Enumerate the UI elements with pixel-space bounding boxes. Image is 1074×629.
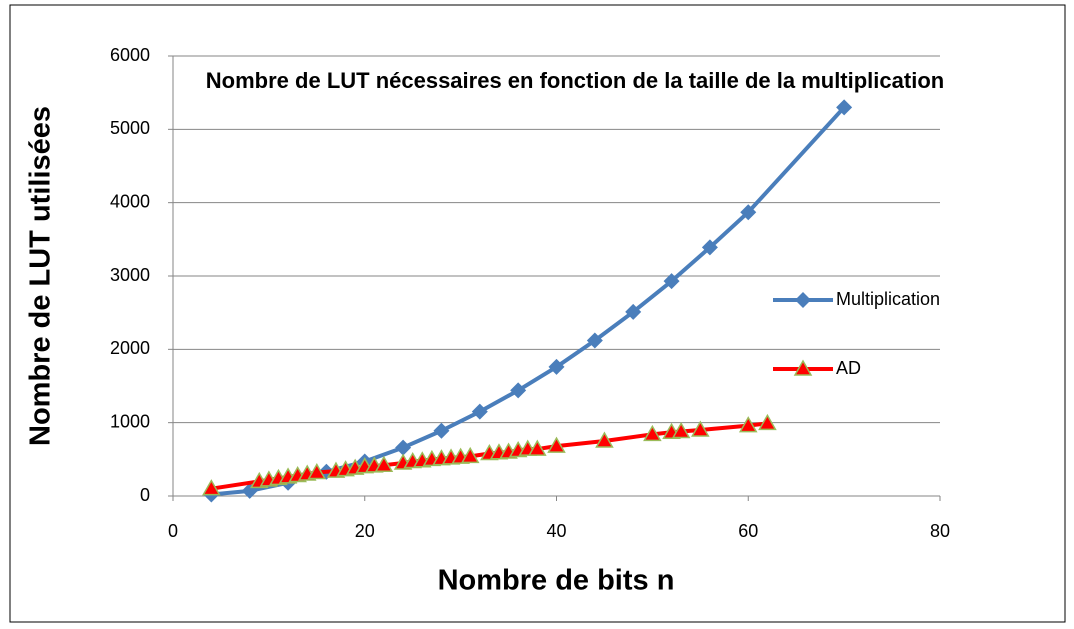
- data-point: [691, 420, 710, 437]
- data-point: [548, 358, 565, 375]
- data-point: [241, 482, 258, 499]
- y-tick-label: 1000: [110, 411, 150, 431]
- data-point: [586, 332, 603, 349]
- data-point: [395, 439, 412, 456]
- x-tick-label: 80: [930, 521, 950, 541]
- data-point: [758, 413, 777, 431]
- y-tick-label: 3000: [110, 265, 150, 285]
- data-point: [374, 455, 394, 472]
- data-point: [471, 403, 488, 420]
- legend-marker: [793, 359, 813, 376]
- x-tick-label: 0: [168, 521, 178, 541]
- data-point: [663, 273, 680, 290]
- y-tick-label: 4000: [110, 191, 150, 211]
- data-point: [740, 204, 757, 221]
- data-point: [625, 303, 642, 320]
- data-point: [643, 424, 662, 442]
- data-point: [460, 446, 480, 464]
- data-point: [510, 382, 527, 399]
- x-tick-label: 60: [738, 521, 758, 541]
- chart-frame: [9, 4, 1066, 623]
- data-point: [202, 479, 221, 496]
- y-tick-label: 5000: [110, 118, 150, 138]
- y-axis-label: Nombre de LUT utilisées: [25, 106, 57, 446]
- y-tick-label: 2000: [110, 338, 150, 358]
- x-tick-label: 40: [546, 521, 566, 541]
- data-point: [701, 239, 718, 256]
- data-point: [307, 463, 327, 480]
- legend-label: AD: [836, 358, 861, 378]
- y-tick-label: 6000: [110, 45, 150, 65]
- data-point: [528, 439, 547, 456]
- data-point: [836, 99, 853, 116]
- data-point: [433, 422, 450, 439]
- data-point: [595, 431, 614, 448]
- y-tick-label: 0: [140, 485, 150, 505]
- data-point: [547, 436, 566, 453]
- legend-marker: [795, 292, 811, 308]
- chart-title: Nombre de LUT nécessaires en fonction de…: [205, 68, 945, 93]
- data-point: [671, 421, 691, 439]
- x-tick-label: 20: [355, 521, 375, 541]
- legend-label: Multiplication: [836, 289, 940, 309]
- x-axis-label: Nombre de bits n: [438, 565, 675, 597]
- data-point: [738, 416, 758, 433]
